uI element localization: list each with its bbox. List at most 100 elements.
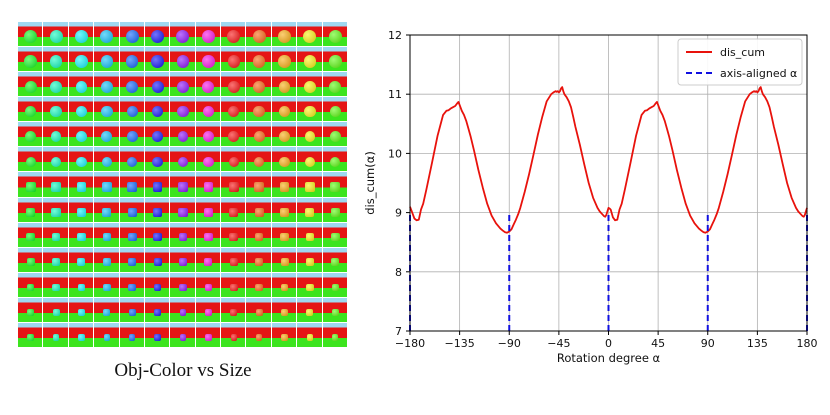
thumbnail-object — [303, 30, 317, 44]
grid-thumbnail — [322, 172, 347, 197]
thumbnail-object — [303, 55, 317, 68]
thumbnail-object — [152, 156, 163, 168]
thumbnail-object — [254, 156, 265, 168]
grid-thumbnail — [195, 122, 221, 147]
thumbnail-object — [52, 334, 60, 341]
grid-thumbnail — [271, 22, 297, 47]
grid-thumbnail — [144, 172, 170, 197]
grid-thumbnail — [221, 47, 246, 72]
thumbnail-object — [227, 30, 241, 44]
thumbnail-object — [229, 207, 239, 217]
rotation-chart: −180 −135 −90 −45 0 45 90 135 180 7 8 9 10 11 12 Rotat… — [363, 29, 818, 365]
thumbnail-object — [153, 283, 162, 292]
thumbnail-object — [230, 283, 238, 292]
grid-thumbnail — [144, 222, 170, 247]
thumbnail-object — [103, 283, 111, 292]
grid-thumbnail — [322, 297, 347, 322]
thumbnail-object — [127, 232, 137, 242]
thumbnail-object — [129, 334, 136, 341]
thumbnail-object — [278, 55, 291, 68]
thumbnail-object — [77, 258, 86, 267]
thumbnail-object — [205, 334, 212, 341]
x-tick-label: 135 — [747, 337, 768, 350]
thumbnail-object — [227, 55, 240, 68]
grid-thumbnail — [170, 22, 195, 47]
grid-thumbnail — [18, 222, 43, 247]
grid-thumbnail — [195, 22, 221, 47]
grid-thumbnail — [221, 247, 246, 272]
grid-thumbnail — [68, 272, 94, 297]
grid-thumbnail — [297, 172, 322, 197]
grid-thumbnail — [119, 97, 144, 122]
thumbnail-object — [74, 30, 88, 44]
grid-thumbnail — [271, 197, 297, 222]
thumbnail-object — [329, 80, 342, 93]
grid-thumbnail — [43, 197, 68, 222]
grid-thumbnail — [221, 297, 246, 322]
thumbnail-object — [254, 182, 264, 192]
thumbnail-object — [305, 258, 314, 267]
thumbnail-object — [278, 80, 291, 93]
thumbnail-object — [27, 334, 34, 341]
thumbnail-object — [204, 308, 212, 316]
grid-thumbnail — [170, 72, 195, 97]
grid-thumbnail — [43, 22, 68, 47]
thumbnail-object — [153, 258, 162, 267]
grid-thumbnail — [195, 147, 221, 172]
thumbnail-object — [228, 182, 239, 192]
grid-thumbnail — [18, 197, 43, 222]
grid-thumbnail — [246, 222, 271, 247]
grid-thumbnail — [221, 322, 246, 347]
thumbnail-object — [281, 334, 288, 341]
thumbnail-object — [230, 334, 237, 341]
tick-marks — [406, 34, 808, 335]
thumbnail-object — [101, 156, 112, 168]
thumbnail-object — [255, 308, 263, 316]
grid-thumbnail — [170, 147, 195, 172]
grid-thumbnail — [94, 222, 119, 247]
grid-thumbnail — [246, 172, 271, 197]
thumbnail-object — [204, 258, 213, 267]
grid-thumbnail — [271, 272, 297, 297]
grid-thumbnail — [322, 272, 347, 297]
thumbnail-object — [25, 106, 37, 118]
grid-thumbnail — [43, 147, 68, 172]
grid-thumbnail — [94, 97, 119, 122]
thumbnail-object — [253, 106, 265, 118]
grid-thumbnail — [195, 72, 221, 97]
thumbnail-object — [51, 207, 61, 217]
tick-labels: −180 −135 −90 −45 0 45 90 135 180 7 8 9 10 11 12 — [388, 29, 818, 350]
thumbnail-object — [127, 207, 137, 217]
thumbnail-object — [280, 283, 289, 292]
grid-thumbnail — [322, 247, 347, 272]
thumbnail-object — [179, 283, 187, 292]
thumbnail-object — [201, 30, 215, 44]
thumbnail-object — [76, 131, 87, 143]
thumbnail-object — [50, 156, 62, 168]
thumbnail-object — [331, 258, 340, 267]
thumbnail-object — [26, 283, 35, 292]
thumbnail-object — [101, 106, 113, 118]
grid-thumbnail — [246, 272, 271, 297]
thumbnail-object — [253, 131, 265, 143]
grid-thumbnail — [221, 22, 246, 47]
grid-caption: Obj-Color vs Size — [114, 360, 252, 381]
y-axis-label: dis_cum(α) — [363, 151, 377, 215]
grid-thumbnail — [18, 97, 43, 122]
grid-thumbnail — [271, 147, 297, 172]
grid-thumbnail — [271, 122, 297, 147]
thumbnail-object — [329, 55, 342, 68]
grid-thumbnail — [43, 47, 68, 72]
thumbnail-object — [304, 156, 316, 168]
legend: dis_cum axis-aligned α — [677, 38, 803, 86]
grid-thumbnail — [170, 272, 195, 297]
grid-thumbnail — [144, 272, 170, 297]
thumbnail-object — [203, 207, 213, 217]
thumbnail-object — [280, 258, 289, 267]
thumbnail-object — [303, 80, 316, 93]
grid-thumbnail — [195, 97, 221, 122]
grid-thumbnail — [94, 122, 119, 147]
grid-thumbnail — [119, 247, 144, 272]
thumbnail-object — [51, 182, 61, 192]
thumbnail-object — [176, 30, 190, 44]
